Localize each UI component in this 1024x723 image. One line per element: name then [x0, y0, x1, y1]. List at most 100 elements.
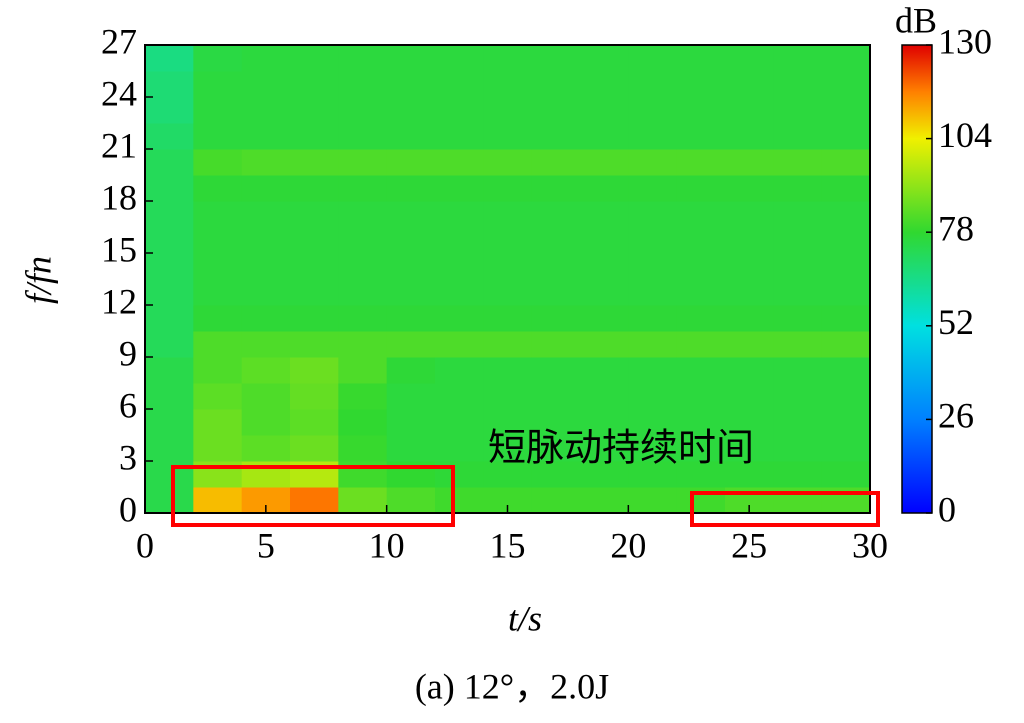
heat-cell [483, 227, 533, 254]
heat-cell [773, 487, 823, 514]
heat-cell [386, 45, 436, 72]
heat-cell [821, 123, 871, 150]
heat-cell [145, 305, 194, 332]
y-tick-label: 3 [119, 437, 137, 477]
heat-cell [435, 253, 484, 280]
heat-cell [435, 45, 484, 72]
heat-cell [338, 305, 388, 332]
heat-cell [338, 331, 388, 358]
heat-cell [145, 45, 194, 72]
heat-cell [435, 409, 484, 436]
heat-cell [435, 97, 484, 124]
heat-cell [241, 383, 291, 410]
heat-cell [483, 253, 533, 280]
heat-cell [435, 331, 484, 358]
heat-cell [435, 357, 484, 384]
heat-cell [193, 305, 243, 332]
heat-cell [628, 461, 678, 488]
heat-cell [290, 253, 339, 280]
heat-cell [628, 383, 678, 410]
heat-cell [193, 45, 243, 72]
y-tick-label: 21 [101, 125, 137, 165]
heat-cell [628, 201, 678, 228]
heat-cell [241, 201, 291, 228]
heat-cell [580, 97, 629, 124]
heat-cell [773, 253, 823, 280]
heat-cell [145, 149, 194, 176]
y-tick-label: 9 [119, 333, 137, 373]
heat-cell [338, 175, 388, 202]
heat-cell [580, 461, 629, 488]
heat-cell [386, 97, 436, 124]
heat-cell [773, 149, 823, 176]
heat-cell [435, 435, 484, 462]
heat-cell [241, 305, 291, 332]
heat-cell [676, 45, 726, 72]
heat-cell [676, 71, 726, 98]
heat-cell [531, 227, 581, 254]
heat-cell [145, 123, 194, 150]
heat-cell [628, 487, 678, 514]
heat-cell [725, 409, 774, 436]
y-tick-label: 15 [101, 229, 137, 269]
heat-cell [386, 409, 436, 436]
heat-cell [821, 305, 871, 332]
heat-cell [821, 253, 871, 280]
heat-cell [676, 409, 726, 436]
heat-cell [386, 487, 436, 514]
y-tick-label: 6 [119, 385, 137, 425]
heat-cell [725, 201, 774, 228]
heat-cell [773, 279, 823, 306]
heat-cell [725, 97, 774, 124]
heat-cell [628, 71, 678, 98]
heat-cell [435, 149, 484, 176]
heat-cell [338, 45, 388, 72]
heat-cell [821, 487, 871, 514]
heat-cell [580, 71, 629, 98]
heat-cell [773, 45, 823, 72]
heat-cell [241, 97, 291, 124]
heat-cell [773, 383, 823, 410]
heat-cell [290, 227, 339, 254]
heat-cell [628, 175, 678, 202]
heat-cell [338, 123, 388, 150]
heat-cell [531, 357, 581, 384]
heat-cell [145, 331, 194, 358]
heat-cell [193, 201, 243, 228]
heat-cell [676, 383, 726, 410]
heat-cell [338, 149, 388, 176]
heat-cell [193, 461, 243, 488]
heat-cell [725, 227, 774, 254]
heat-cell [773, 357, 823, 384]
heat-cell [580, 149, 629, 176]
heat-cell [241, 45, 291, 72]
heat-cell [531, 279, 581, 306]
heat-cell [338, 383, 388, 410]
heat-cell [435, 201, 484, 228]
heat-cell [580, 201, 629, 228]
heat-cell [676, 149, 726, 176]
heat-cell [483, 97, 533, 124]
heat-cell [773, 175, 823, 202]
heat-cell [821, 45, 871, 72]
highlight-box [171, 465, 455, 527]
heat-cell [628, 45, 678, 72]
heat-cell [773, 97, 823, 124]
heat-cell [580, 175, 629, 202]
heat-cell [290, 71, 339, 98]
heat-cell [386, 253, 436, 280]
heat-cell [338, 227, 388, 254]
heat-cell [435, 123, 484, 150]
heat-cell [435, 487, 484, 514]
heat-cell [725, 71, 774, 98]
heat-cell [193, 227, 243, 254]
heat-cell [531, 305, 581, 332]
heat-cell [338, 461, 388, 488]
x-tick-label: 10 [369, 525, 405, 565]
heat-cell [145, 409, 194, 436]
y-tick-label: 12 [101, 281, 137, 321]
heat-cell [773, 461, 823, 488]
heat-cell [531, 201, 581, 228]
heat-cell [386, 279, 436, 306]
